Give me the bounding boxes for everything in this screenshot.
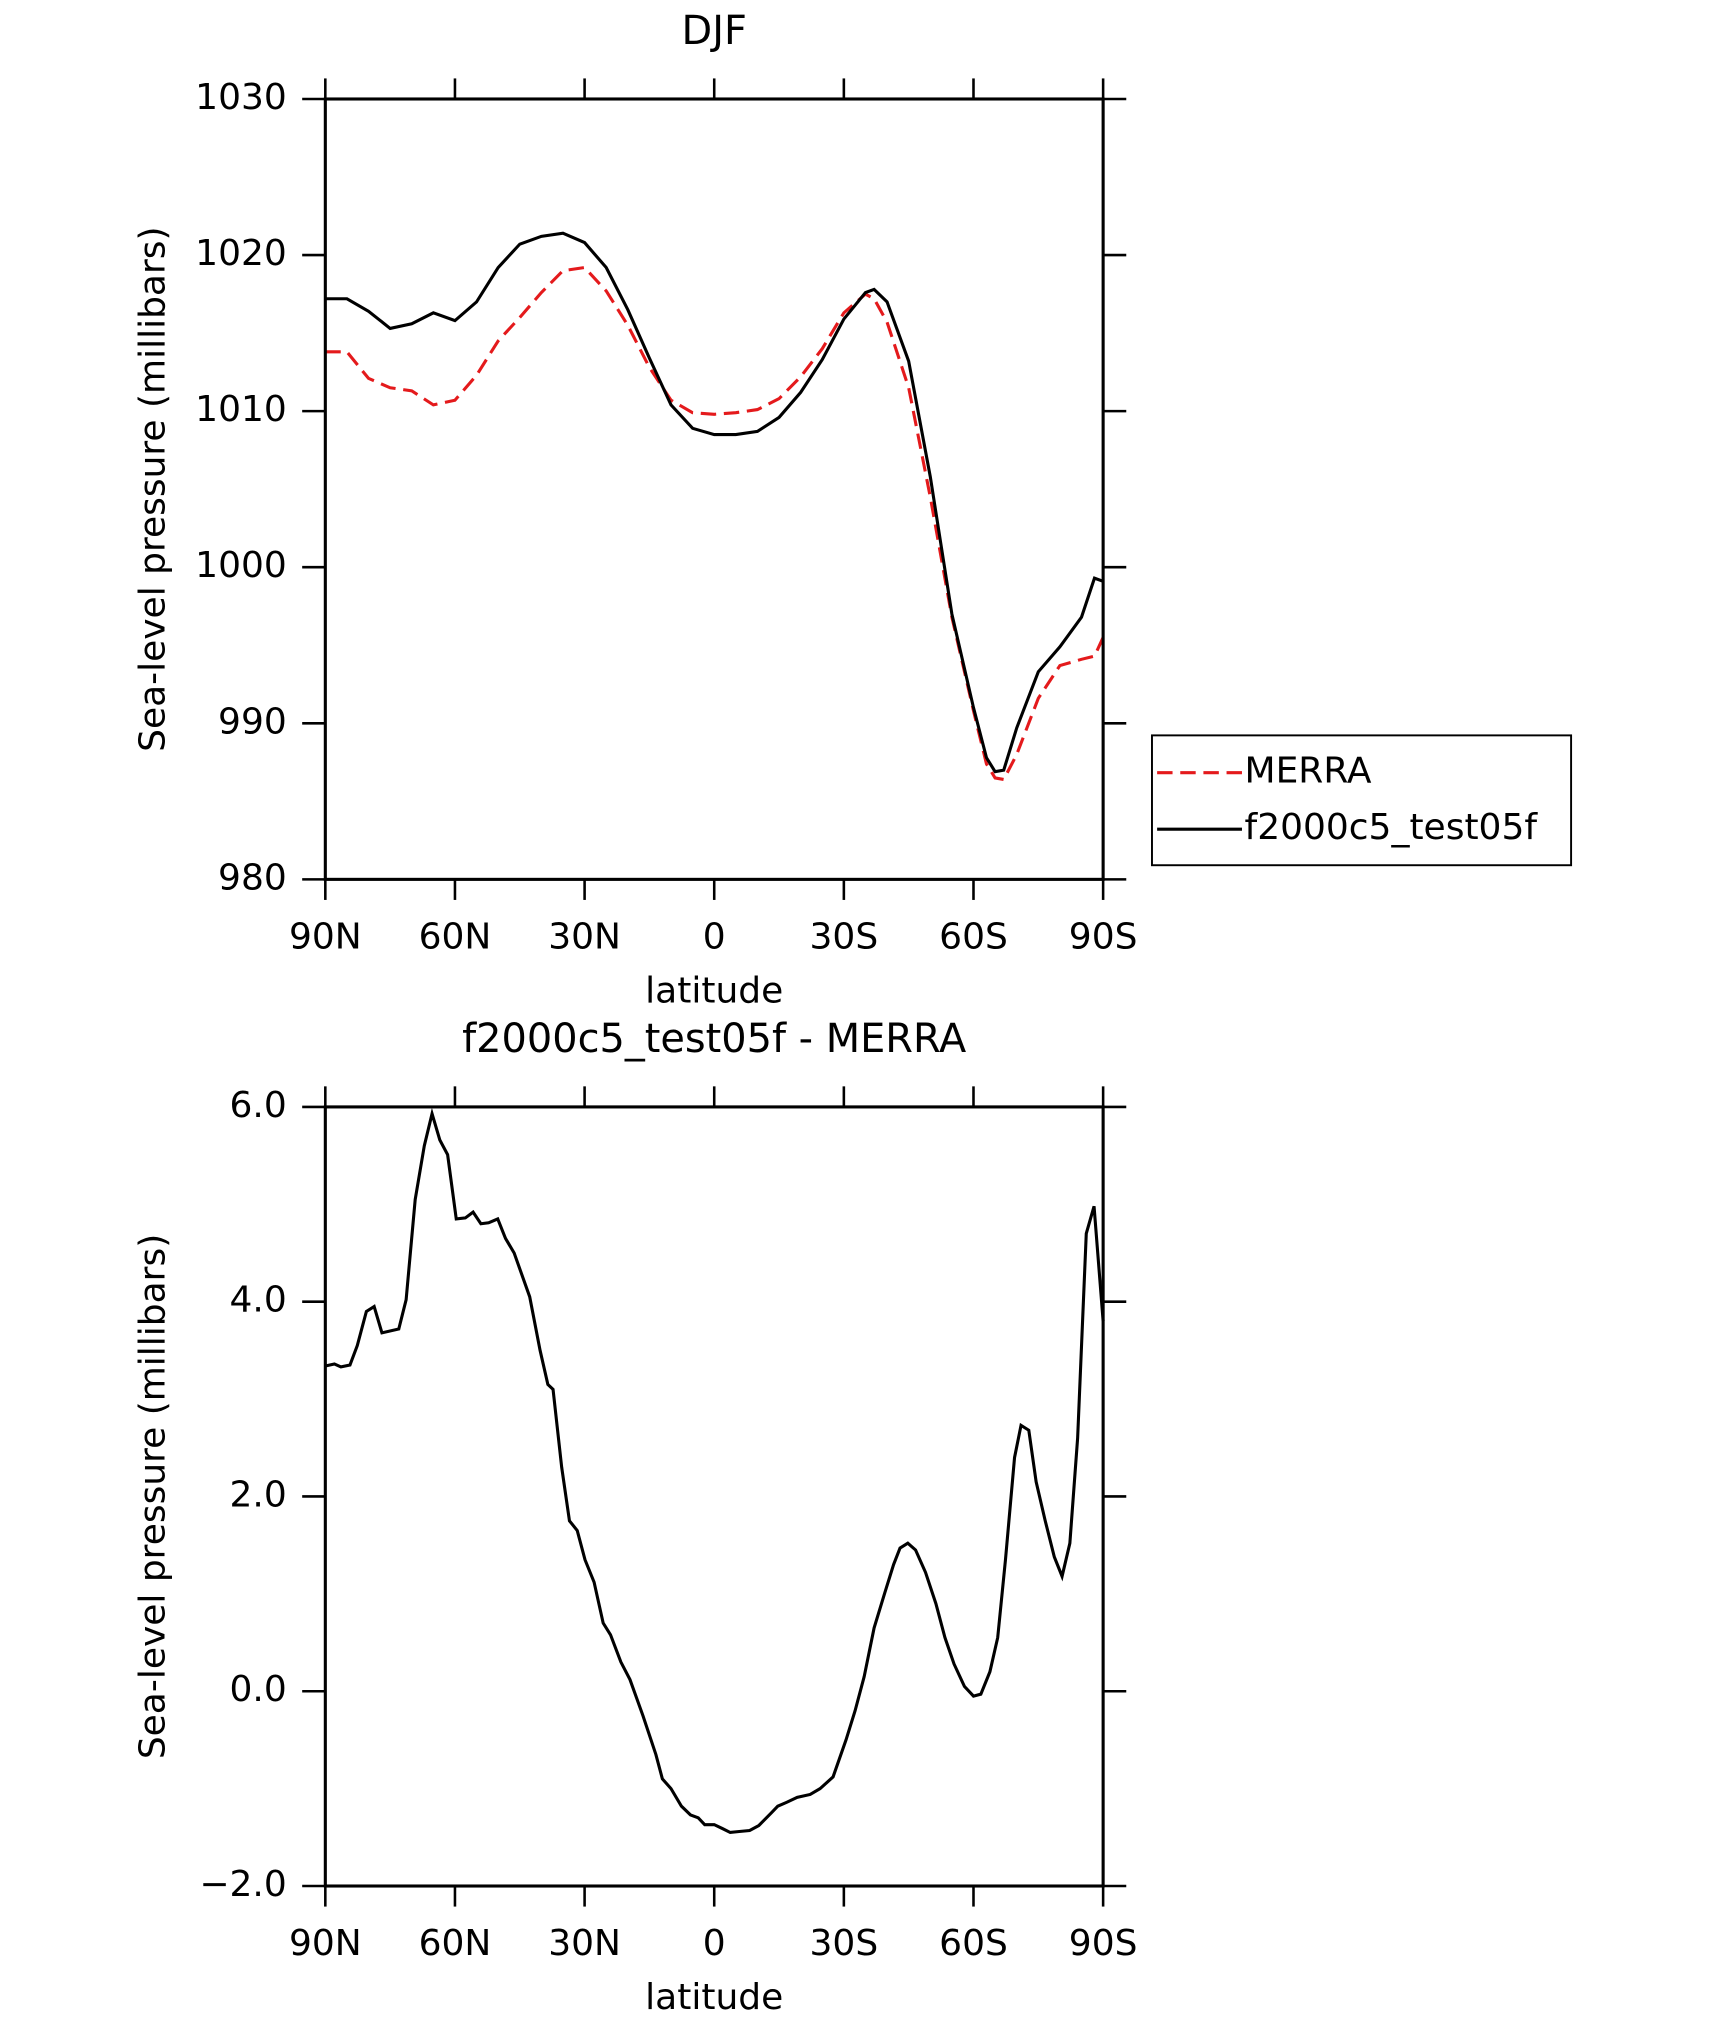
x-tick-label: 90N bbox=[289, 917, 362, 958]
x-tick-label: 30S bbox=[810, 1923, 879, 1964]
x-tick-label: 90S bbox=[1069, 1923, 1138, 1964]
data-line bbox=[325, 231, 1104, 774]
y-axis-label: Sea-level pressure (millibars) bbox=[132, 1234, 173, 1759]
legend-label: MERRA bbox=[1245, 751, 1372, 792]
chart-title: f2000c5_test05f - MERRA bbox=[462, 1016, 966, 1062]
x-tick-label: 60S bbox=[939, 917, 1008, 958]
x-axis-label: latitude bbox=[645, 1977, 783, 2018]
y-tick-label: 4.0 bbox=[230, 1280, 287, 1321]
x-tick-label: 30N bbox=[548, 1923, 621, 1964]
x-tick-label: 0 bbox=[703, 917, 726, 958]
x-axis-label: latitude bbox=[645, 971, 783, 1012]
plot-frame bbox=[323, 97, 1105, 881]
y-tick-label: −2.0 bbox=[199, 1864, 286, 1905]
legend-label: f2000c5_test05f bbox=[1245, 807, 1539, 848]
y-tick-label: 1020 bbox=[195, 233, 287, 274]
x-tick-label: 60N bbox=[419, 1923, 492, 1964]
legend-box bbox=[1151, 734, 1573, 867]
x-tick-label: 30N bbox=[548, 917, 621, 958]
y-tick-label: 1000 bbox=[195, 545, 287, 586]
plot-frame bbox=[323, 1105, 1105, 1888]
data-line bbox=[325, 265, 1105, 782]
y-tick-label: 2.0 bbox=[230, 1474, 287, 1515]
x-tick-label: 60S bbox=[939, 1923, 1008, 1964]
x-tick-label: 90S bbox=[1069, 917, 1138, 958]
y-tick-label: 0.0 bbox=[230, 1669, 287, 1710]
y-tick-label: 1030 bbox=[195, 77, 287, 118]
chart-title: DJF bbox=[682, 8, 747, 54]
y-tick-label: 980 bbox=[218, 857, 287, 898]
y-tick-label: 990 bbox=[218, 701, 287, 742]
x-tick-label: 90N bbox=[289, 1923, 362, 1964]
y-axis-label: Sea-level pressure (millibars) bbox=[132, 226, 173, 751]
data-line bbox=[325, 1107, 1105, 1835]
x-tick-label: 60N bbox=[419, 917, 492, 958]
x-tick-label: 0 bbox=[703, 1923, 726, 1964]
y-tick-label: 6.0 bbox=[230, 1085, 287, 1126]
y-tick-label: 1010 bbox=[195, 389, 287, 430]
x-tick-label: 30S bbox=[810, 917, 879, 958]
